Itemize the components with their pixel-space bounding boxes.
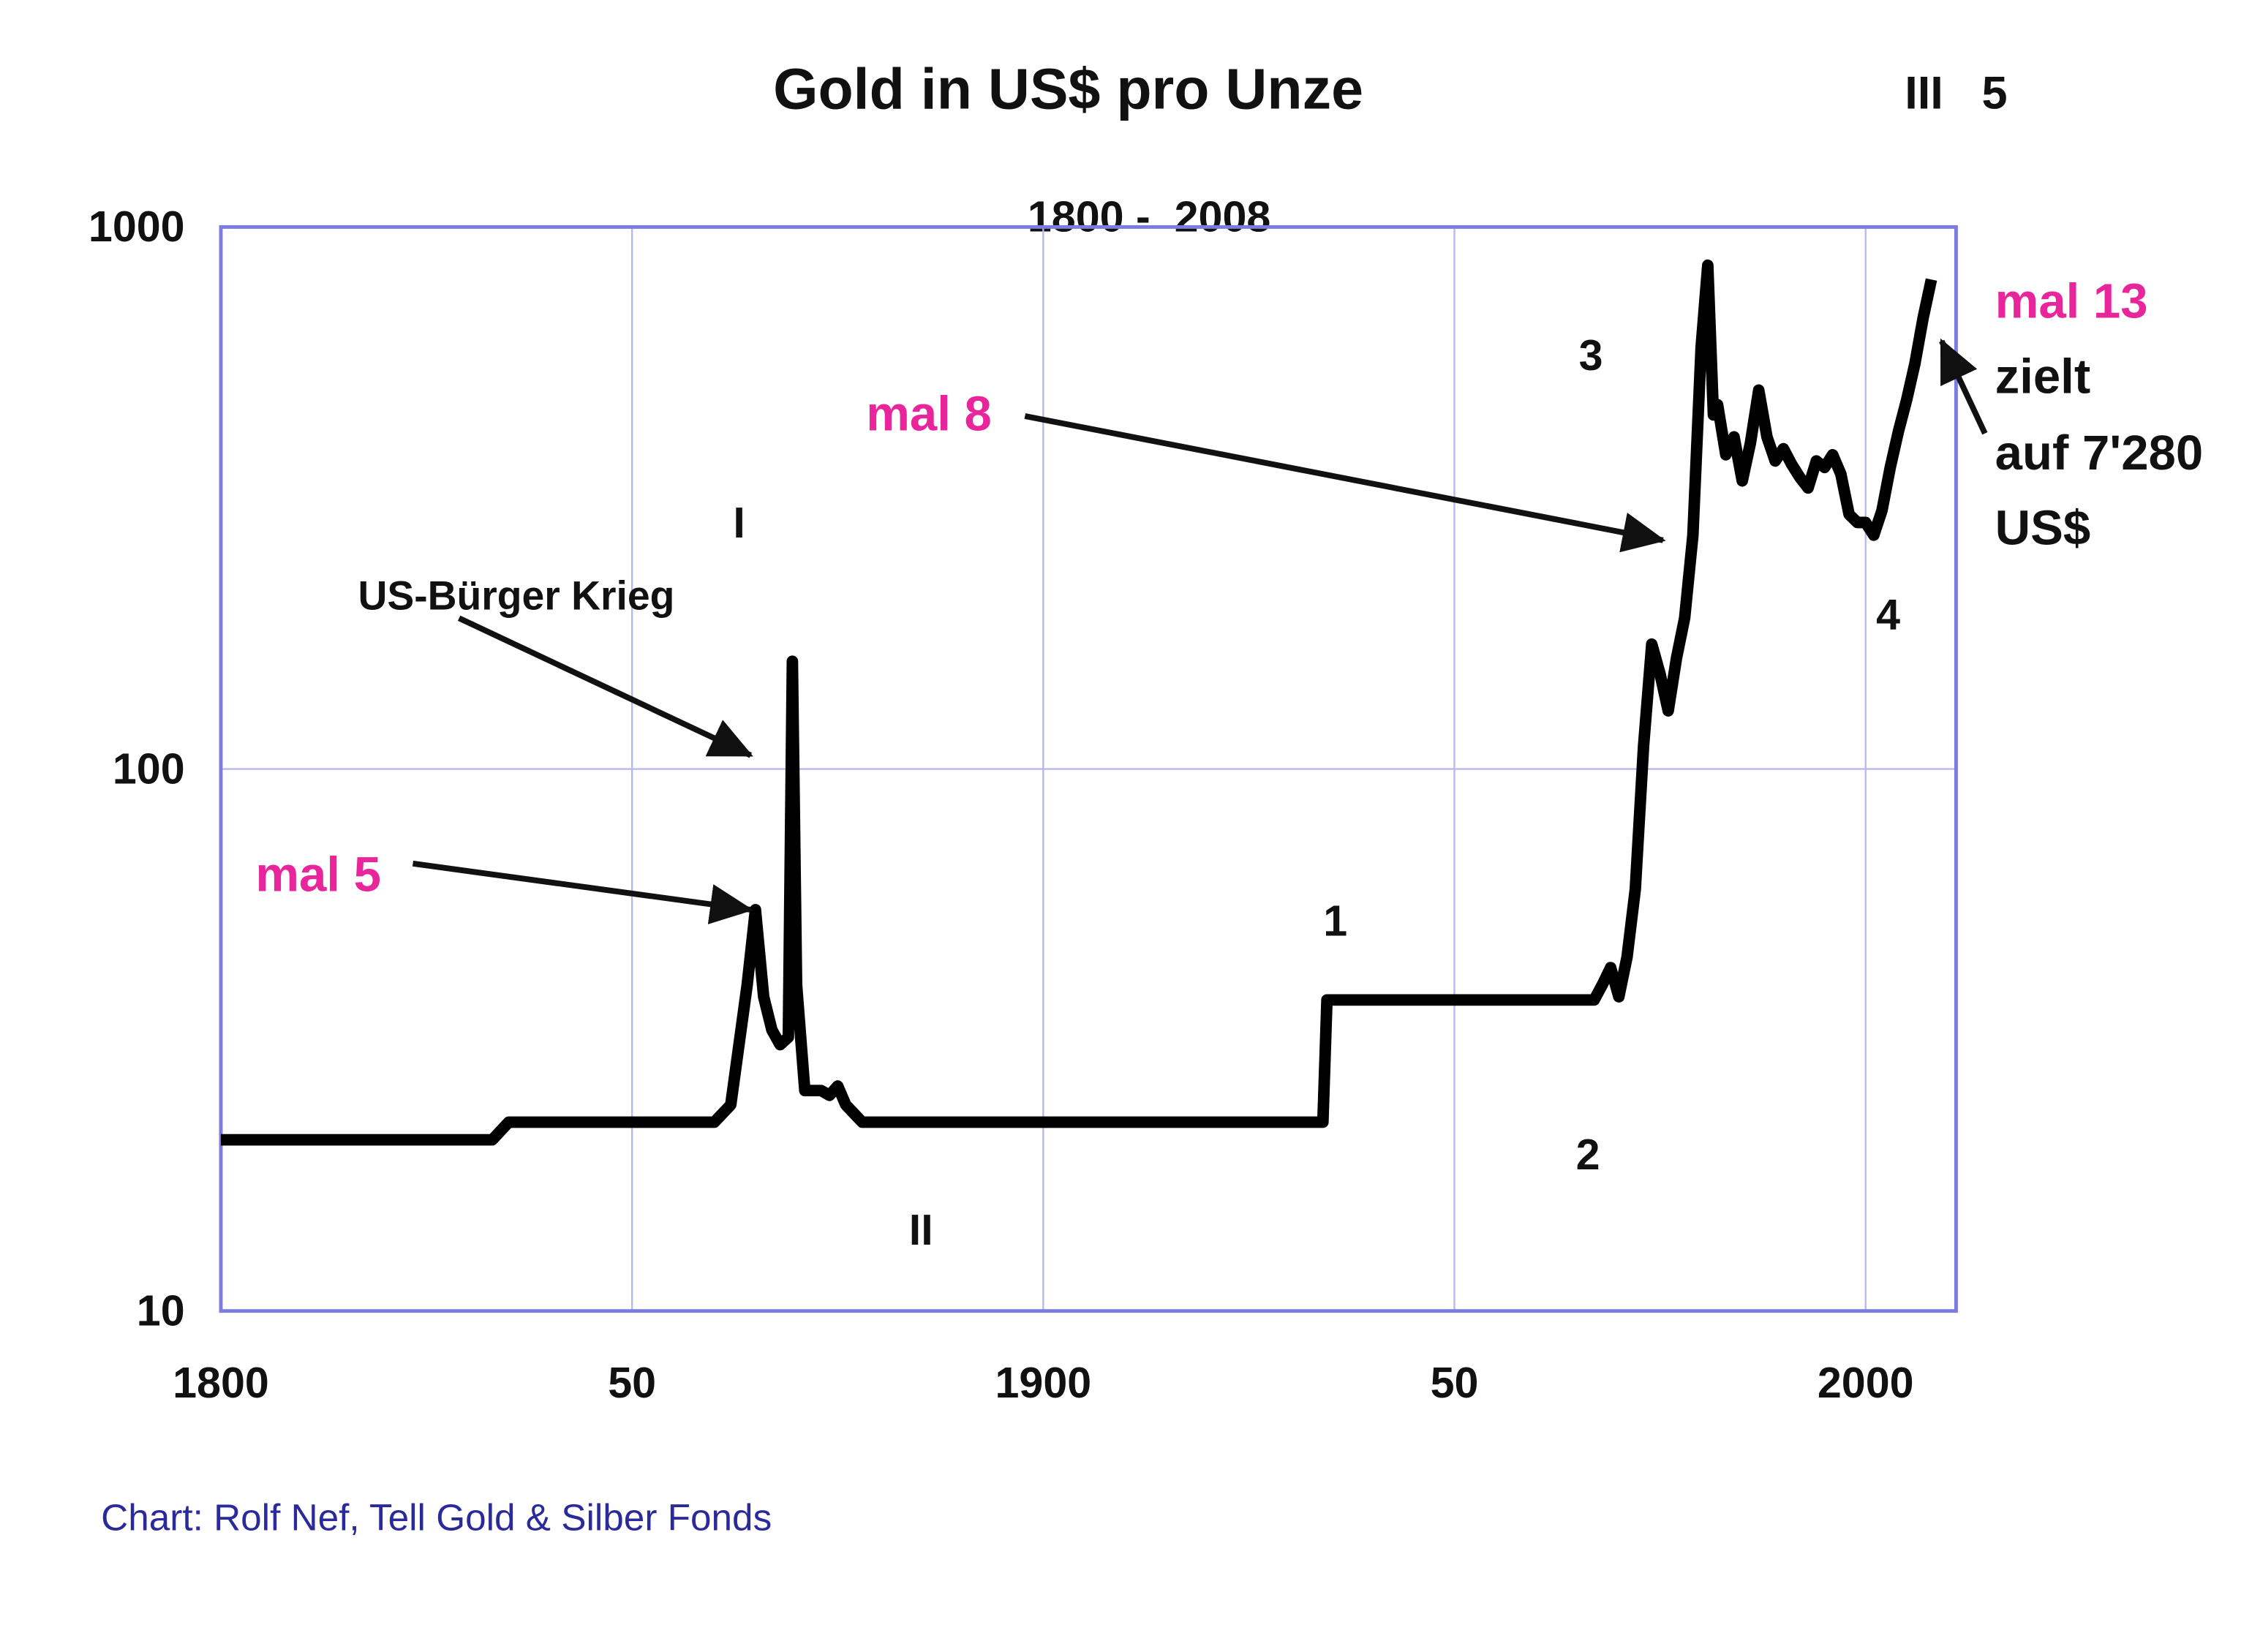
x-tick-label: 1800 [173,1358,269,1407]
chart-title: Gold in US$ pro Unze [773,57,1363,121]
x-tick-label: 1900 [995,1358,1091,1407]
y-tick-label: 10 [137,1286,185,1335]
gold-price-line [220,259,1937,1146]
arrow-mal5 [412,860,754,924]
y-tick-label: 1000 [89,202,185,251]
page-label: III 5 [1905,68,2007,119]
x-tick-label: 2000 [1818,1358,1914,1407]
annotation-target-3: US$ [1995,501,2091,556]
x-tick-label: 50 [1431,1358,1479,1407]
x-tick-label: 50 [608,1358,656,1407]
annotation-mal5: mal 5 [255,847,381,902]
arrow-mal8 [1024,413,1666,553]
annotation-civil-war: US-Bürger Krieg [358,573,674,618]
annotation-target-2: auf 7'280 [1995,426,2204,480]
annotation-target-1: zielt [1995,349,2091,404]
annotation-roman-2: II [909,1205,933,1254]
chart-subtitle: 1800 - 2008 [1028,192,1270,241]
plot-frame [219,225,1958,1313]
annotation-1: 1 [1323,897,1347,946]
x-axis: 1800 50 1900 50 2000 [173,1358,1913,1407]
annotation-mal13: mal 13 [1995,274,2148,329]
source-credit: Chart: Rolf Nef, Tell Gold & Silber Fond… [101,1497,772,1539]
arrow-mal13 [1939,338,1988,435]
annotation-3: 3 [1579,331,1603,380]
annotation-4: 4 [1876,590,1900,639]
annotation-roman-1: I [733,498,745,547]
annotation-mal8: mal 8 [866,387,992,442]
arrow-civil-war [457,615,753,758]
y-tick-label: 100 [113,744,185,793]
y-axis: 1000 100 10 [89,202,185,1335]
annotation-2: 2 [1576,1130,1600,1179]
